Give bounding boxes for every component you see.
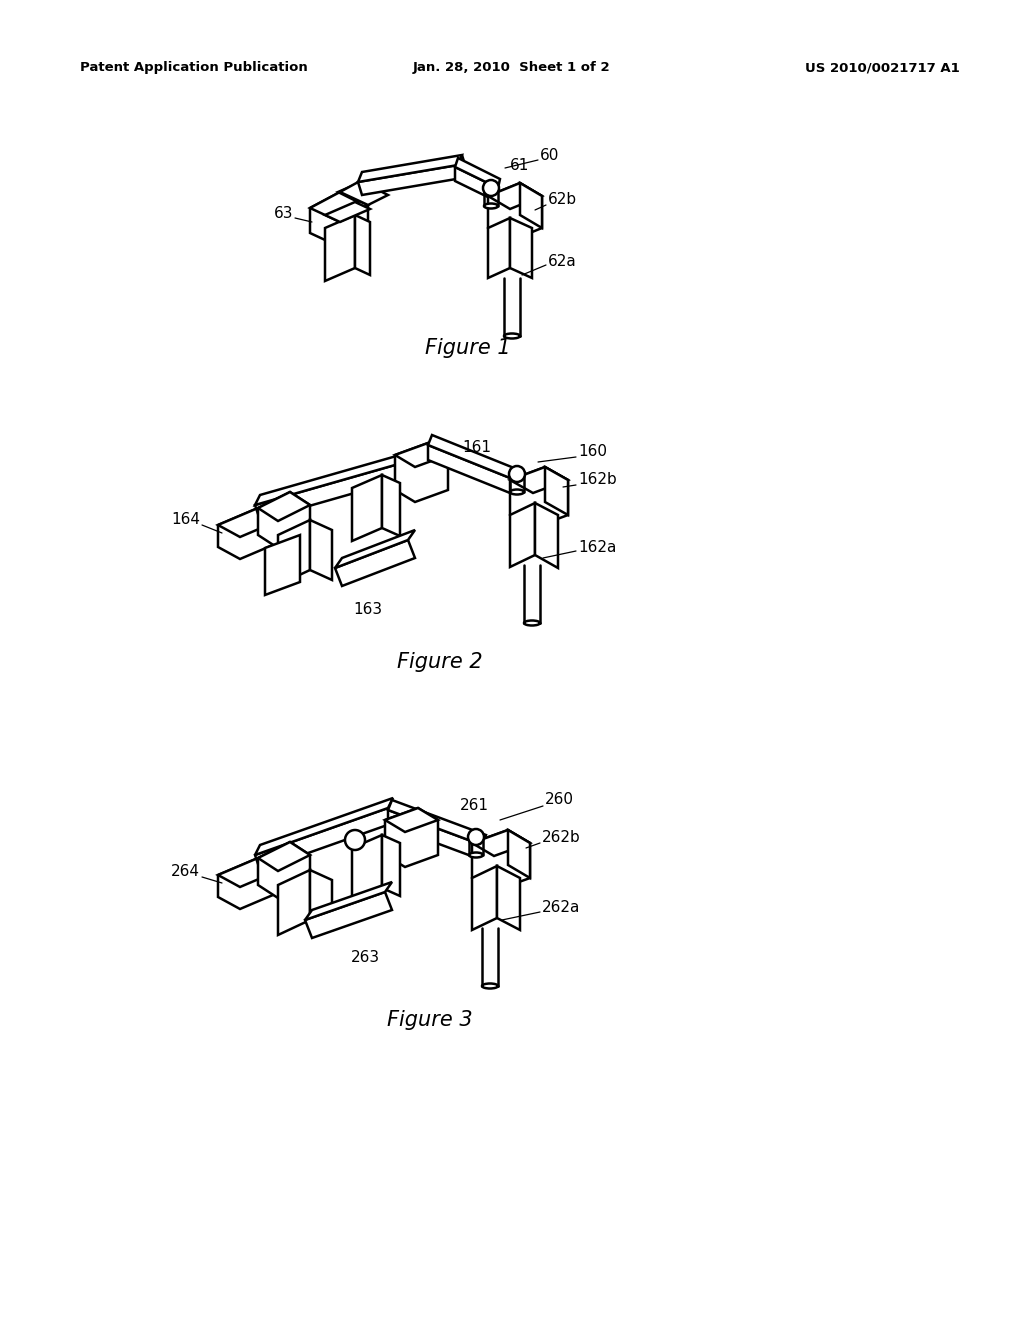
Text: 262a: 262a [542, 900, 581, 916]
Polygon shape [358, 154, 462, 182]
Polygon shape [395, 444, 449, 502]
Ellipse shape [524, 620, 540, 626]
Ellipse shape [469, 853, 483, 858]
Ellipse shape [504, 334, 520, 338]
Polygon shape [278, 520, 310, 585]
Polygon shape [510, 503, 535, 568]
Polygon shape [218, 858, 280, 909]
Polygon shape [385, 808, 438, 867]
Polygon shape [340, 181, 388, 205]
Text: 162b: 162b [578, 473, 616, 487]
Polygon shape [388, 800, 486, 845]
Text: 264: 264 [171, 865, 200, 879]
Ellipse shape [510, 490, 524, 495]
Polygon shape [455, 158, 500, 187]
Circle shape [468, 829, 484, 845]
Polygon shape [510, 467, 568, 528]
Polygon shape [218, 508, 280, 558]
Polygon shape [258, 842, 310, 898]
Polygon shape [265, 535, 300, 595]
Polygon shape [258, 842, 310, 871]
Polygon shape [305, 882, 392, 920]
Circle shape [345, 830, 365, 850]
Polygon shape [497, 866, 520, 931]
Text: 260: 260 [545, 792, 574, 808]
Polygon shape [255, 455, 435, 520]
Text: Figure 1: Figure 1 [425, 338, 511, 358]
Polygon shape [388, 810, 482, 861]
Polygon shape [535, 503, 558, 568]
Polygon shape [218, 858, 280, 887]
Polygon shape [472, 830, 530, 855]
Text: 163: 163 [353, 602, 383, 618]
Polygon shape [510, 218, 532, 279]
Polygon shape [218, 508, 280, 537]
Polygon shape [278, 870, 310, 935]
Polygon shape [545, 467, 568, 515]
Polygon shape [255, 808, 393, 870]
Polygon shape [325, 215, 355, 281]
Polygon shape [382, 836, 400, 896]
Polygon shape [520, 183, 542, 228]
Polygon shape [510, 467, 568, 492]
Text: 63: 63 [273, 206, 293, 220]
Polygon shape [310, 191, 368, 246]
Polygon shape [338, 176, 395, 202]
Polygon shape [325, 202, 370, 222]
Polygon shape [352, 475, 382, 541]
Polygon shape [255, 445, 435, 506]
Circle shape [483, 180, 499, 195]
Polygon shape [488, 218, 510, 279]
Ellipse shape [484, 203, 498, 209]
Polygon shape [335, 540, 415, 586]
Text: 160: 160 [578, 445, 607, 459]
Text: 262b: 262b [542, 830, 581, 846]
Polygon shape [310, 191, 368, 220]
Polygon shape [358, 165, 462, 195]
Polygon shape [508, 830, 530, 878]
Text: Patent Application Publication: Patent Application Publication [80, 62, 308, 74]
Polygon shape [352, 836, 382, 902]
Text: 161: 161 [462, 441, 490, 455]
Polygon shape [458, 154, 466, 178]
Polygon shape [472, 866, 497, 931]
Text: 62a: 62a [548, 255, 577, 269]
Text: 261: 261 [460, 799, 489, 813]
Text: 162a: 162a [578, 540, 616, 556]
Text: Jan. 28, 2010  Sheet 1 of 2: Jan. 28, 2010 Sheet 1 of 2 [414, 62, 610, 74]
Polygon shape [258, 492, 310, 548]
Text: Figure 3: Figure 3 [387, 1010, 473, 1030]
Polygon shape [428, 445, 520, 498]
Polygon shape [255, 799, 393, 855]
Circle shape [509, 466, 525, 482]
Polygon shape [488, 183, 542, 209]
Polygon shape [472, 830, 530, 891]
Text: 61: 61 [510, 157, 529, 173]
Polygon shape [382, 475, 400, 536]
Text: 60: 60 [540, 148, 559, 162]
Polygon shape [305, 892, 392, 939]
Polygon shape [385, 808, 438, 832]
Text: 164: 164 [171, 512, 200, 528]
Text: 263: 263 [350, 950, 380, 965]
Polygon shape [310, 520, 332, 579]
Polygon shape [428, 436, 524, 482]
Polygon shape [488, 183, 542, 242]
Polygon shape [395, 444, 449, 467]
Polygon shape [355, 215, 370, 275]
Ellipse shape [482, 983, 498, 989]
Text: US 2010/0021717 A1: US 2010/0021717 A1 [805, 62, 961, 74]
Text: Figure 2: Figure 2 [397, 652, 482, 672]
Text: 62b: 62b [548, 193, 578, 207]
Polygon shape [258, 492, 310, 521]
Polygon shape [310, 870, 332, 931]
Polygon shape [335, 531, 415, 568]
Polygon shape [455, 168, 498, 202]
